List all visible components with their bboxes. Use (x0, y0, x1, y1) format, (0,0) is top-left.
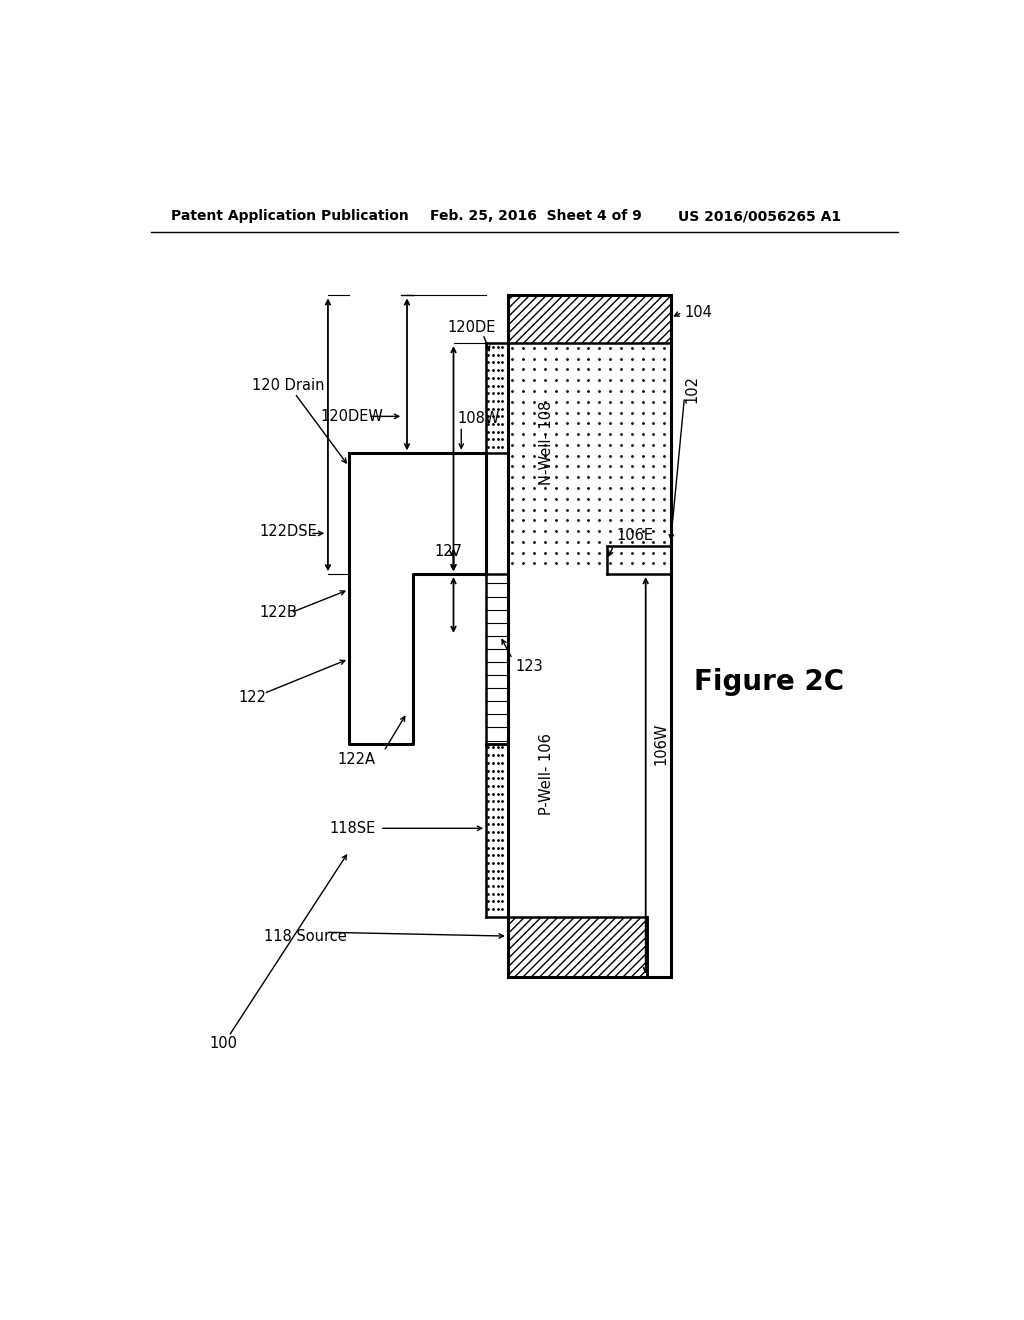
Text: 120 Drain: 120 Drain (252, 378, 325, 393)
Text: 118SE: 118SE (330, 821, 376, 836)
Text: 122: 122 (238, 690, 266, 705)
Text: 100: 100 (209, 1036, 238, 1052)
Text: 102: 102 (684, 375, 699, 404)
Bar (508, 917, 647, 977)
Text: 120DE: 120DE (447, 321, 496, 335)
Text: 106W: 106W (653, 722, 669, 764)
Text: 127: 127 (434, 544, 462, 558)
Text: P-Well- 106: P-Well- 106 (539, 734, 554, 816)
Text: 122A: 122A (337, 751, 375, 767)
Text: Patent Application Publication: Patent Application Publication (171, 209, 409, 223)
Text: 120DEW: 120DEW (321, 409, 383, 424)
Bar (508, 296, 671, 343)
Bar (508, 917, 647, 977)
Text: 108W: 108W (458, 411, 500, 426)
Text: 123: 123 (515, 659, 544, 675)
Text: N-Well- 108: N-Well- 108 (539, 401, 554, 486)
Text: 118 Source: 118 Source (263, 928, 346, 944)
Bar (508, 296, 671, 343)
Text: 122B: 122B (260, 605, 298, 620)
Text: Feb. 25, 2016  Sheet 4 of 9: Feb. 25, 2016 Sheet 4 of 9 (430, 209, 642, 223)
Text: 104: 104 (684, 305, 713, 319)
Text: Figure 2C: Figure 2C (693, 668, 844, 696)
Text: 106E: 106E (616, 528, 653, 544)
Text: US 2016/0056265 A1: US 2016/0056265 A1 (678, 209, 842, 223)
Text: 122DSE: 122DSE (260, 524, 317, 540)
